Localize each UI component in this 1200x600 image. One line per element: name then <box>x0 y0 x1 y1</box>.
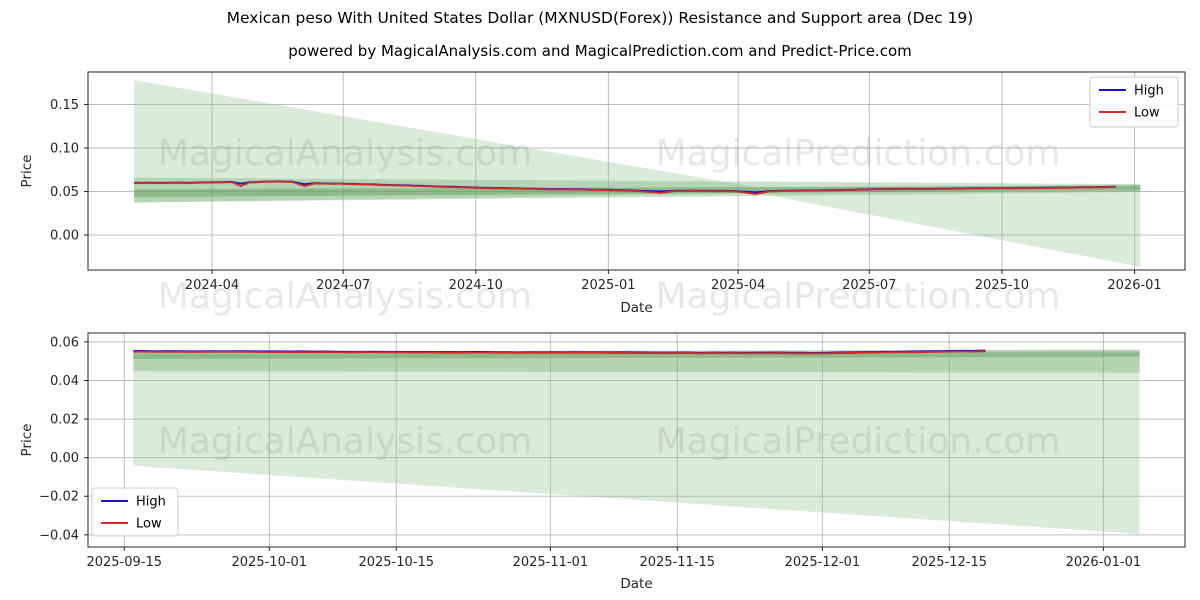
x-tick-label: 2024-10 <box>449 278 503 293</box>
y-tick-label: −0.04 <box>39 528 79 543</box>
band-support-band <box>133 351 1140 373</box>
low-line <box>134 180 1116 195</box>
y-axis-label: Price <box>19 424 35 457</box>
x-tick-label: 2026-01 <box>1107 278 1161 293</box>
x-tick-label: 2025-09-15 <box>86 555 162 570</box>
x-tick-label: 2025-12-01 <box>785 555 861 570</box>
x-tick-label: 2025-10-15 <box>358 555 434 570</box>
legend-label-low: Low <box>1134 106 1160 121</box>
band-forecast-wedge <box>133 353 1140 534</box>
x-tick-label: 2025-01 <box>581 278 635 293</box>
x-tick-label: 2026-01-01 <box>1066 555 1142 570</box>
low-line <box>133 350 986 355</box>
watermark-text: MagicalPrediction.com <box>656 133 1061 174</box>
x-tick-label: 2025-07 <box>842 278 896 293</box>
watermark-text: MagicalPrediction.com <box>656 421 1061 462</box>
figure-title: Mexican peso With United States Dollar (… <box>226 9 974 27</box>
y-axis-label: Price <box>19 155 35 188</box>
legend-label-high: High <box>1134 84 1164 99</box>
watermark-text: MagicalPrediction.com <box>656 276 1061 317</box>
band-forecast-wedge <box>134 80 1141 267</box>
y-tick-label: 0.06 <box>50 335 79 350</box>
watermark-text: MagicalAnalysis.com <box>158 276 532 317</box>
x-tick-label: 2024-04 <box>185 278 239 293</box>
x-axis-label: Date <box>620 300 652 316</box>
y-tick-label: 0.02 <box>50 413 79 428</box>
legend-label-low: Low <box>136 517 162 532</box>
y-tick-label: 0.00 <box>50 451 79 466</box>
plot-border <box>87 71 1186 271</box>
plot-border <box>87 332 1186 548</box>
x-tick-label: 2025-12-15 <box>911 555 987 570</box>
y-tick-label: 0.10 <box>50 142 79 157</box>
x-tick-label: 2025-04 <box>711 278 765 293</box>
legend-label-high: High <box>136 495 166 510</box>
x-tick-label: 2025-10 <box>975 278 1029 293</box>
x-tick-label: 2025-11-15 <box>640 555 716 570</box>
x-tick-label: 2025-11-01 <box>513 555 589 570</box>
x-tick-label: 2025-10-01 <box>232 555 308 570</box>
x-tick-label: 2024-07 <box>316 278 370 293</box>
x-axis-label: Date <box>620 576 652 592</box>
y-tick-label: 0.15 <box>50 98 79 113</box>
watermark-text: MagicalAnalysis.com <box>158 133 532 174</box>
y-tick-label: 0.00 <box>50 229 79 244</box>
y-tick-label: 0.04 <box>50 374 79 389</box>
y-tick-label: 0.05 <box>50 185 79 200</box>
watermark-text: MagicalAnalysis.com <box>158 421 532 462</box>
figure-subtitle: powered by MagicalAnalysis.com and Magic… <box>288 42 912 60</box>
y-tick-label: −0.02 <box>39 490 79 505</box>
